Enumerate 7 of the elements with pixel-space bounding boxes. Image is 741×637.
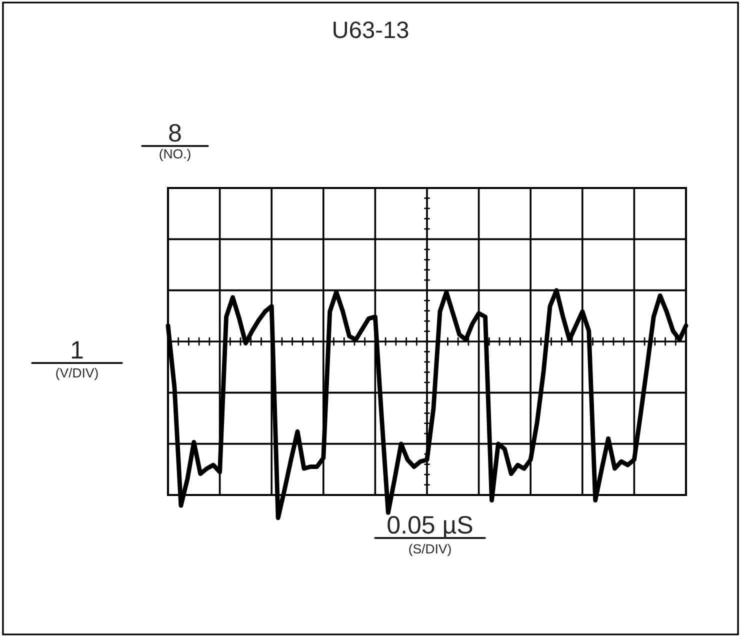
text: (NO.) [160, 148, 190, 162]
text: 8 [169, 124, 181, 142]
text: (S/DIV) [409, 544, 451, 556]
annotation: 0.05 µS [388, 516, 472, 539]
text: (V/DIV) [56, 368, 98, 380]
text: 1 [72, 341, 83, 358]
chart-title: U63-13 [334, 21, 408, 38]
